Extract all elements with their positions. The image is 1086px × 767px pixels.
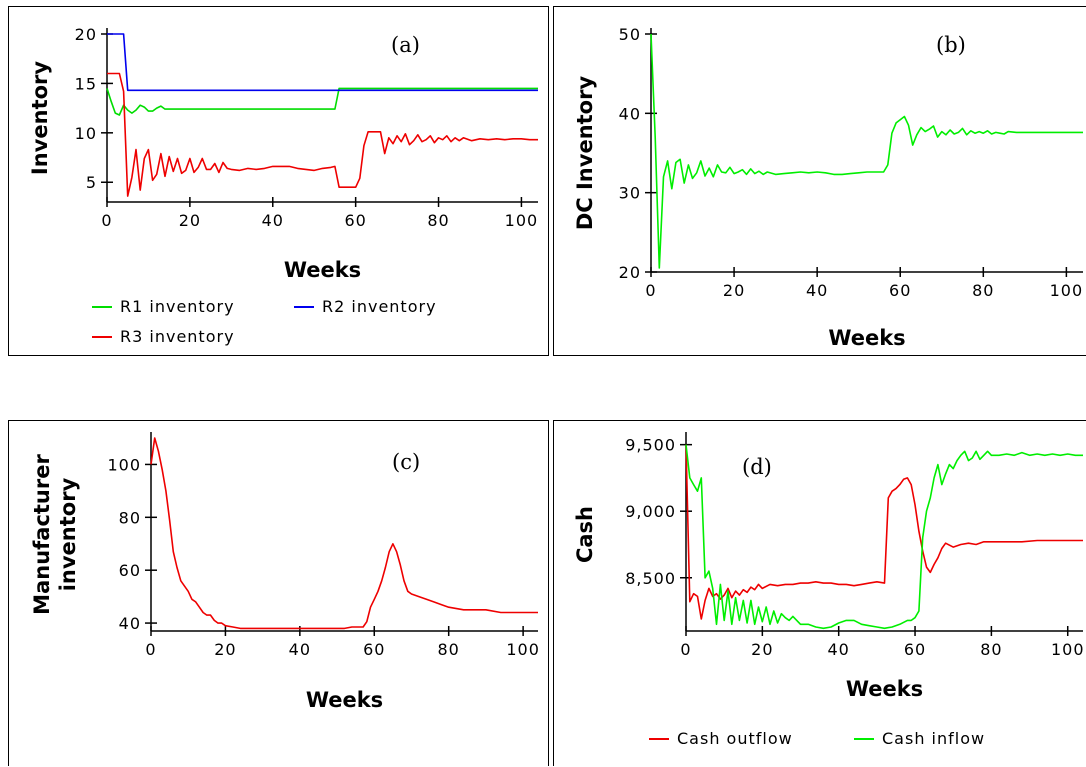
x-tick-label: 100 [1051,640,1085,659]
x-tick-label: 80 [972,281,994,300]
x-tick-label: 20 [179,211,201,230]
x-tick-label: 100 [1050,281,1084,300]
x-tick-label: 40 [262,211,284,230]
panel-label: (d) [742,455,772,479]
x-tick-label: 0 [101,211,112,230]
x-tick-label: 0 [645,281,656,300]
x-tick-label: 100 [505,211,539,230]
series-line-b-0 [650,33,1083,269]
y-tick-label: 9,000 [625,502,676,521]
y-tick-label: 5 [86,173,97,192]
chart-panel-a: 0 20 40 60 80 100 5 10 15 20 Weeks Inventory (a) R1 i… [8,6,549,356]
y-tick-label: 15 [75,74,97,93]
y-axis-title: Manufacturer [30,454,54,615]
y-tick-label: 40 [119,614,141,633]
x-tick-label: 20 [214,640,236,659]
legend-label: R2 inventory [322,297,437,316]
x-tick-label: 80 [427,211,449,230]
y-tick-label: 9,500 [625,436,676,455]
y-tick-label: 20 [75,25,97,44]
x-tick-label: 100 [506,640,540,659]
y-axis-title: Inventory [28,61,52,175]
x-tick-label: 20 [751,640,773,659]
panel-label: (c) [392,450,420,474]
legend-label: Cash outflow [677,729,793,748]
x-axis-title: Weeks [828,326,905,350]
y-axis-title: DC Inventory [573,76,597,231]
chart-panel-b: 0 20 40 60 80 100 20 30 40 50 Weeks DC Inventory (b) [553,6,1086,356]
chart-panel-c: 0 20 40 60 80 100 40 60 80 100 Weeks Manufacturer in… [8,420,549,766]
y-tick-label: 8,500 [625,569,676,588]
panel-label: (a) [391,33,420,57]
x-tick-label: 0 [680,640,691,659]
x-tick-label: 80 [980,640,1002,659]
y-axis-title: Cash [573,506,597,563]
x-tick-label: 60 [344,211,366,230]
y-tick-label: 10 [75,124,97,143]
x-axis-title: Weeks [846,677,923,701]
y-tick-label: 80 [119,508,141,527]
x-tick-label: 60 [363,640,385,659]
chart-d-svg: 0 20 40 60 80 100 8,500 9,000 9,500 Weeks Cash (d) C… [573,432,1085,748]
y-tick-label: 40 [619,104,641,123]
series-line-d-1 [685,444,1083,630]
x-tick-label: 60 [904,640,926,659]
x-tick-label: 20 [723,281,745,300]
y-tick-label: 60 [119,561,141,580]
chart-panel-d: 0 20 40 60 80 100 8,500 9,000 9,500 Weeks Cash (d) C… [553,420,1086,766]
series-line-a-1 [107,33,538,92]
y-tick-label: 30 [619,184,641,203]
x-axis-title: Weeks [284,258,361,282]
panel-label: (b) [936,33,966,57]
legend-label: Cash inflow [882,729,985,748]
y-axis-title: inventory [56,477,80,591]
series-line-d-0 [685,444,1083,620]
series-line-c-0 [150,437,538,630]
x-tick-label: 40 [806,281,828,300]
series-line-a-2 [107,72,538,197]
x-axis-title: Weeks [306,688,383,712]
x-tick-label: 60 [889,281,911,300]
x-tick-label: 40 [828,640,850,659]
series-line-a-0 [106,87,538,116]
x-tick-label: 80 [438,640,460,659]
y-tick-label: 20 [619,263,641,282]
x-tick-label: 40 [289,640,311,659]
legend-label: R3 inventory [120,327,235,346]
chart-c-svg: 0 20 40 60 80 100 40 60 80 100 Weeks Manufacturer in… [30,432,540,712]
chart-a-svg: 0 20 40 60 80 100 5 10 15 20 Weeks Inventory (a) R1 i… [28,25,539,346]
legend-label: R1 inventory [120,297,235,316]
y-tick-label: 50 [619,25,641,44]
x-tick-label: 0 [145,640,156,659]
y-tick-label: 100 [107,455,141,474]
